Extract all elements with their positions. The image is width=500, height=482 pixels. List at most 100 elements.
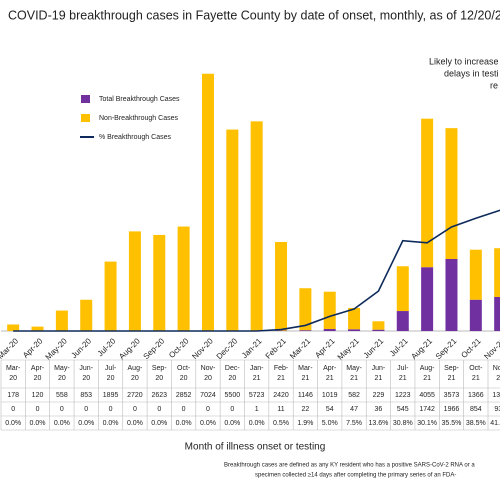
legend-label: Total Breakthrough Cases (99, 96, 180, 103)
table-cell: 0.0% (224, 420, 240, 427)
table-cell: 1.9% (297, 420, 313, 427)
table-header: Apr-21 (323, 365, 337, 382)
x-tick-label: Nov-20 (190, 336, 215, 361)
table-header: Nov-20 (201, 365, 216, 382)
footnote: specimen collected ≥14 days after comple… (255, 473, 456, 479)
x-tick-label: Apr-21 (313, 336, 337, 360)
bar (153, 234, 166, 331)
bar (128, 231, 141, 331)
x-tick-label: Jan-21 (240, 336, 264, 360)
table-cell: 0 (230, 406, 234, 413)
table-cell: 0 (182, 406, 186, 413)
table-cell: 853 (80, 392, 92, 399)
table-cell: 1146 (298, 392, 313, 399)
bar (445, 258, 458, 331)
table-cell: 854 (470, 406, 482, 413)
table-header: Aug-21 (420, 365, 435, 382)
table-cell: 30.8% (393, 420, 413, 427)
x-tick-label: Aug-20 (117, 336, 142, 361)
bar (469, 299, 482, 331)
x-tick-label: May-21 (336, 336, 362, 362)
annotation: Likely to increase (429, 56, 499, 66)
bar (31, 326, 44, 331)
legend-swatch (81, 114, 90, 122)
table-cell: 2852 (176, 392, 192, 399)
x-tick-label: Aug-21 (409, 336, 434, 361)
table-header: Jan-21 (250, 365, 264, 382)
x-tick-label: Oct-21 (459, 336, 483, 360)
table-header: Sep-21 (444, 365, 459, 382)
table-cell: 54 (326, 406, 334, 413)
table-cell: 582 (348, 392, 360, 399)
bar (226, 129, 239, 331)
table-cell: 0 (11, 406, 15, 413)
x-tick-label: Jun-21 (362, 336, 386, 360)
table-cell: 0 (206, 406, 210, 413)
bar (421, 267, 434, 331)
bar (55, 310, 68, 331)
table-cell: 0.0% (78, 420, 94, 427)
x-tick-label: Jun-20 (69, 336, 93, 360)
bar (299, 330, 312, 331)
bar (469, 249, 482, 300)
bar (348, 329, 361, 331)
table-cell: 120 (32, 392, 44, 399)
table-cell: 3573 (444, 392, 460, 399)
table-cell: 0.0% (249, 420, 265, 427)
table-cell: 36 (375, 406, 383, 413)
table-header: Sep-20 (152, 365, 167, 382)
x-tick-label: Sep-21 (434, 336, 459, 361)
table-cell: 35.5% (442, 420, 462, 427)
legend-swatch (81, 95, 90, 103)
table-cell: 41.2% (490, 420, 500, 427)
table-header: Jun-20 (79, 365, 93, 382)
bar (104, 261, 117, 331)
table-cell: 5723 (249, 392, 265, 399)
table-header: Feb-21 (274, 365, 289, 382)
table-cell: 1366 (468, 392, 484, 399)
table-cell: 178 (7, 392, 19, 399)
bar (250, 121, 263, 331)
bar (396, 311, 409, 331)
table-cell: 7024 (200, 392, 216, 399)
x-tick-label: Oct-20 (167, 336, 191, 360)
table-cell: 2420 (273, 392, 289, 399)
bar (201, 73, 214, 331)
table-cell: 545 (397, 406, 409, 413)
line (13, 209, 500, 332)
table-cell: 229 (373, 392, 385, 399)
table-cell: 0.0% (54, 420, 70, 427)
bar (177, 226, 190, 331)
annotation: delays in testi (444, 68, 499, 78)
bar (494, 248, 500, 297)
annotation: re (490, 80, 498, 90)
table-cell: 0.0% (176, 420, 192, 427)
table-cell: 13.6% (368, 420, 388, 427)
chart-title: COVID-19 breakthrough cases in Fayette C… (8, 8, 500, 22)
bar (372, 329, 385, 331)
table-header: May-20 (54, 365, 70, 382)
table-header: Dec-20 (225, 365, 240, 382)
bar (80, 299, 93, 331)
table-cell: 1223 (395, 392, 411, 399)
table-cell: 4055 (419, 392, 435, 399)
table-cell: 7.5% (346, 420, 362, 427)
table-cell: 5.0% (322, 420, 338, 427)
table-header: Aug-20 (128, 365, 143, 382)
x-tick-label: Sep-20 (142, 336, 167, 361)
table-header: Mar-21 (298, 365, 313, 382)
table-header: Jun-21 (372, 365, 386, 382)
x-tick-label: Apr-20 (21, 336, 45, 360)
table-cell: 0 (133, 406, 137, 413)
table-header: Jul-21 (397, 365, 409, 382)
table-cell: 1966 (444, 406, 460, 413)
table-cell: 0.0% (200, 420, 216, 427)
table-header: Jul-20 (105, 365, 117, 382)
table-cell: 0 (157, 406, 161, 413)
table-cell: 0.0% (127, 420, 143, 427)
x-tick-label: Mar-20 (0, 336, 20, 361)
x-axis-title: Month of illness onset or testing (185, 442, 326, 453)
x-tick-label: Feb-21 (264, 336, 289, 361)
table-cell: 0 (84, 406, 88, 413)
table-header: Apr-20 (31, 365, 45, 382)
